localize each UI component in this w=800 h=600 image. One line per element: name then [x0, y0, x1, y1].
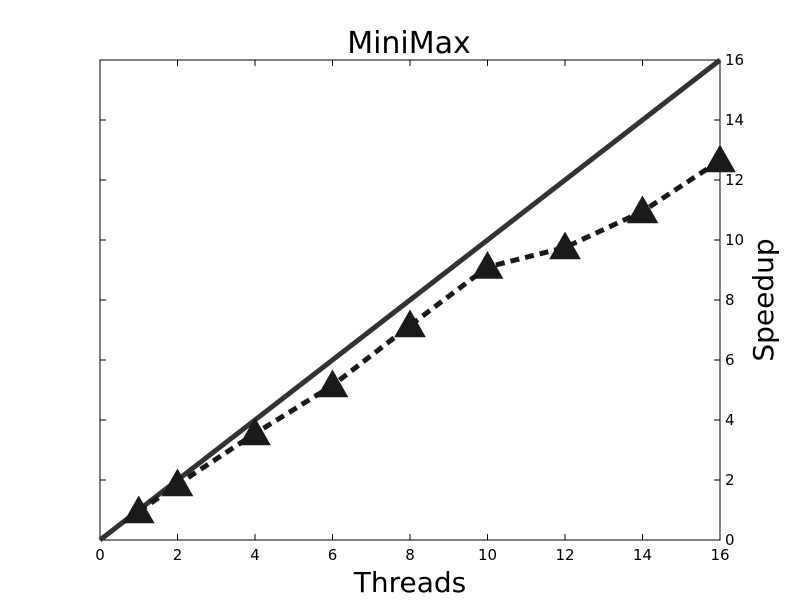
measured-point-marker [161, 468, 194, 497]
y-tick-label: 10 [725, 231, 744, 249]
measured-point-marker [122, 495, 155, 524]
measured-point-marker [394, 309, 426, 338]
measured-point-marker [704, 144, 736, 173]
y-tick-label: 2 [725, 471, 735, 489]
y-axis: 0 2 4 6 8 10 12 14 16 [100, 51, 744, 549]
y-tick-label: 16 [725, 51, 744, 69]
x-tick-label: 12 [555, 546, 574, 564]
y-tick-label: 8 [725, 291, 735, 309]
measured-speedup-line [137, 158, 722, 514]
y-tick-label: 0 [725, 531, 735, 549]
x-axis: 0 2 4 6 8 10 12 14 16 [95, 60, 730, 564]
measured-point-marker [239, 417, 271, 446]
measured-point-marker [316, 369, 349, 398]
measured-point-marker [549, 231, 581, 260]
measured-point-marker [626, 195, 659, 224]
measured-point-marker [471, 250, 504, 279]
ideal-speedup-line [98, 58, 722, 542]
x-tick-label: 4 [250, 546, 260, 564]
y-tick-label: 6 [725, 351, 735, 369]
x-tick-label: 14 [633, 546, 652, 564]
chart-title: MiniMax [347, 26, 471, 61]
x-tick-label: 10 [478, 546, 497, 564]
x-tick-label: 16 [710, 546, 729, 564]
y-axis-title: Speedup [747, 238, 780, 361]
y-tick-label: 4 [725, 411, 735, 429]
series-layer [98, 58, 736, 542]
x-tick-label: 2 [173, 546, 183, 564]
x-tick-label: 6 [328, 546, 338, 564]
y-tick-label: 12 [725, 171, 744, 189]
x-tick-label: 8 [405, 546, 415, 564]
x-axis-title: Threads [353, 566, 467, 599]
y-tick-label: 14 [725, 111, 744, 129]
x-tick-label: 0 [95, 546, 105, 564]
